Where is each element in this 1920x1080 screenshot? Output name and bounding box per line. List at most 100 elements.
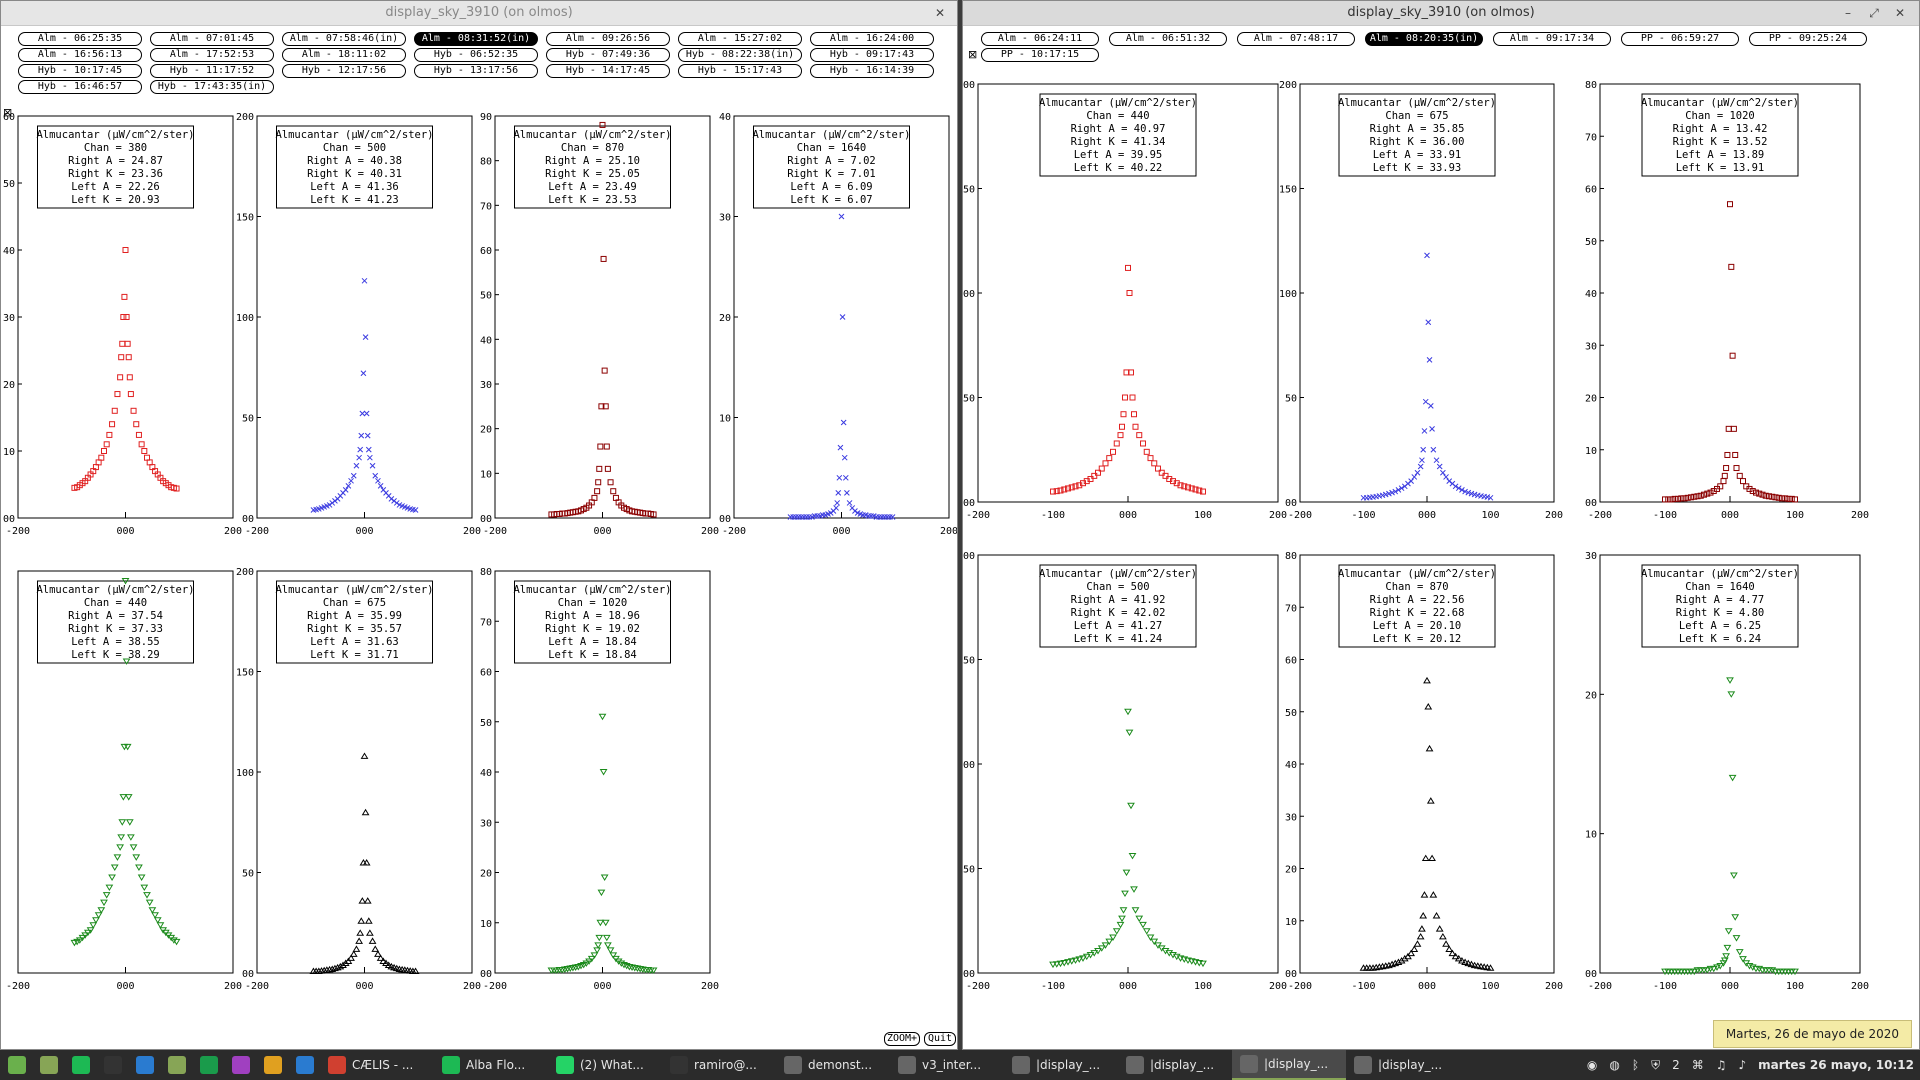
time-selector-button[interactable]: PP - 06:59:27 bbox=[1621, 32, 1739, 46]
taskbar-window-button[interactable]: CÆLIS - ... bbox=[320, 1050, 434, 1080]
taskbar-launcher[interactable] bbox=[128, 1050, 160, 1080]
y-tick-label: 10 bbox=[480, 469, 492, 480]
time-selector-button[interactable]: Alm - 09:26:56 bbox=[546, 32, 670, 46]
taskbar-window-button[interactable]: |display_... bbox=[1004, 1050, 1118, 1080]
data-point bbox=[1668, 496, 1675, 503]
taskbar-launcher[interactable] bbox=[96, 1050, 128, 1080]
sky-plot-panel[interactable]: 00 50 00 50 00 -200 -100 000 100 200 Almucantar (µ… bbox=[963, 551, 1287, 992]
x-tick-label: 000 bbox=[832, 526, 850, 537]
notification-count[interactable]: 2 bbox=[1672, 1058, 1680, 1072]
time-selector-button[interactable]: Hyb - 15:17:43 bbox=[678, 64, 802, 78]
data-point bbox=[1730, 425, 1737, 432]
taskbar-launcher[interactable] bbox=[0, 1050, 32, 1080]
zoom-button[interactable]: ZOOM+ bbox=[884, 1032, 920, 1046]
taskbar-launcher[interactable] bbox=[64, 1050, 96, 1080]
taskbar-launcher[interactable] bbox=[256, 1050, 288, 1080]
music-icon[interactable]: ♫ bbox=[1715, 1058, 1727, 1072]
taskbar-window-button[interactable]: |display_... bbox=[1118, 1050, 1232, 1080]
data-point bbox=[1075, 956, 1084, 963]
time-selector-button[interactable]: Alm - 06:25:35 bbox=[18, 32, 142, 46]
time-selector-button[interactable]: Alm - 16:24:00 bbox=[810, 32, 934, 46]
data-point bbox=[591, 494, 598, 501]
taskbar-launcher[interactable] bbox=[160, 1050, 192, 1080]
taskbar-window-button[interactable]: v3_inter... bbox=[890, 1050, 1004, 1080]
time-selector-button[interactable]: Hyb - 16:14:39 bbox=[810, 64, 934, 78]
time-selector-button[interactable]: Hyb - 17:43:35(in) bbox=[150, 80, 274, 94]
sky-plot-panel[interactable]: 00 10 20 30 40 50 60 70 80 90 -200 000 200 Almucantar… bbox=[480, 112, 719, 537]
time-selector-button[interactable]: Alm - 06:24:11 bbox=[981, 32, 1099, 46]
close-icon[interactable]: ✕ bbox=[1894, 6, 1906, 20]
data-point bbox=[1116, 921, 1125, 929]
clock[interactable]: martes 26 mayo, 10:12 bbox=[1758, 1058, 1914, 1072]
taskbar-window-button[interactable]: |display_... bbox=[1346, 1050, 1460, 1080]
time-selector-button[interactable]: Alm - 07:48:17 bbox=[1237, 32, 1355, 46]
y-tick-label: 00 bbox=[963, 969, 975, 980]
data-point bbox=[1690, 968, 1699, 976]
sky-plot-panel[interactable]: 00 50 00 50 00 -200 -100 000 100 200 Almucantar (µ… bbox=[963, 80, 1287, 521]
sky-plot-panel[interactable]: 00 10 20 30 40 -200 000 200 Almucantar (µW/cm^2/… bbox=[719, 112, 957, 537]
sky-plot-panel[interactable]: 00 10 20 30 40 50 60 -200 000 200 Almucantar (µW/c… bbox=[3, 112, 242, 537]
time-selector-button[interactable]: Hyb - 13:17:56 bbox=[414, 64, 538, 78]
time-selector-button[interactable]: Alm - 15:27:02 bbox=[678, 32, 802, 46]
time-selector-button[interactable]: Alm - 08:20:35(in) bbox=[1365, 32, 1483, 46]
data-point bbox=[119, 794, 128, 801]
taskbar-launcher[interactable] bbox=[192, 1050, 224, 1080]
time-selector-button[interactable]: Hyb - 06:52:35 bbox=[414, 48, 538, 62]
taskbar-window-button[interactable]: Alba Flo... bbox=[434, 1050, 548, 1080]
right-window-titlebar[interactable]: display_sky_3910 (on olmos) – ⤢ ✕ bbox=[963, 1, 1919, 26]
shield-icon[interactable]: ⛨ bbox=[1651, 1057, 1661, 1072]
expand-icon[interactable]: ⊠ bbox=[968, 48, 978, 61]
y-tick-label: 00 bbox=[963, 760, 975, 771]
time-selector-button[interactable]: Alm - 18:11:02 bbox=[282, 48, 406, 62]
taskbar-launcher[interactable] bbox=[32, 1050, 64, 1080]
time-selector-button[interactable]: Hyb - 09:17:43 bbox=[810, 48, 934, 62]
volume-icon[interactable]: ♪ bbox=[1738, 1058, 1747, 1072]
time-selector-button[interactable]: Alm - 09:17:34 bbox=[1493, 32, 1611, 46]
taskbar-window-button[interactable]: |display_... bbox=[1232, 1050, 1346, 1080]
time-selector-button[interactable]: Alm - 07:01:45 bbox=[150, 32, 274, 46]
time-selector-button[interactable]: Alm - 06:51:32 bbox=[1109, 32, 1227, 46]
sky-plot-panel[interactable]: 00 10 20 30 -200 -100 000 100 200 Almucantar (µW/… bbox=[1585, 551, 1869, 992]
sky-plot-panel[interactable]: 00 50 100 150 200 -200 000 200 Almucantar (µW/cm… bbox=[236, 567, 481, 992]
time-selector-button[interactable]: Alm - 08:31:52(in) bbox=[414, 32, 538, 46]
data-point bbox=[1740, 478, 1746, 485]
minimize-icon[interactable]: – bbox=[1845, 6, 1851, 20]
camera-icon[interactable]: ◉ bbox=[1586, 1058, 1598, 1072]
taskbar-window-button[interactable]: demonst... bbox=[776, 1050, 890, 1080]
time-selector-button[interactable]: Hyb - 16:46:57 bbox=[18, 80, 142, 94]
legend-line: Chan = 440 bbox=[84, 597, 147, 609]
expand-icon[interactable]: ⊠ bbox=[3, 106, 13, 119]
quit-button[interactable]: Quit bbox=[924, 1032, 956, 1046]
time-selector-button[interactable]: Alm - 17:52:53 bbox=[150, 48, 274, 62]
taskbar-window-button[interactable]: ramiro@... bbox=[662, 1050, 776, 1080]
maximize-icon[interactable]: ⤢ bbox=[1869, 6, 1879, 20]
time-selector-button[interactable]: Hyb - 12:17:56 bbox=[282, 64, 406, 78]
time-selector-button[interactable]: Hyb - 07:49:36 bbox=[546, 48, 670, 62]
time-selector-button[interactable]: Alm - 16:56:13 bbox=[18, 48, 142, 62]
time-selector-button[interactable]: PP - 10:17:15 bbox=[981, 48, 1099, 62]
data-point bbox=[98, 454, 105, 461]
time-selector-button[interactable]: Hyb - 08:22:38(in) bbox=[678, 48, 802, 62]
date-tooltip: Martes, 26 de mayo de 2020 bbox=[1712, 1020, 1912, 1048]
whatsapp-tray-icon[interactable]: ◍ bbox=[1609, 1058, 1620, 1072]
data-point bbox=[97, 907, 106, 914]
time-selector-button[interactable]: Alm - 07:58:46(in) bbox=[282, 32, 406, 46]
left-window-titlebar[interactable]: display_sky_3910 (on olmos) ✕ bbox=[1, 1, 957, 26]
time-selector-button[interactable]: PP - 09:25:24 bbox=[1749, 32, 1867, 46]
taskbar-launcher[interactable] bbox=[224, 1050, 256, 1080]
time-selector-button[interactable]: Hyb - 14:17:45 bbox=[546, 64, 670, 78]
sky-plot-panel[interactable]: 00 50 100 150 200 -200 000 200 Almucantar (µW/cm… bbox=[236, 112, 481, 537]
network-icon[interactable]: ⌘ bbox=[1691, 1058, 1704, 1072]
sky-plot-panel[interactable]: 00 50 100 150 200 -200 -100 000 100 200 Almucantar… bbox=[1279, 80, 1563, 521]
sky-plot-panel[interactable]: 00 10 20 30 40 50 60 70 80 -200 -100 000 100 200 Almuc… bbox=[1585, 80, 1869, 521]
taskbar-window-button[interactable]: (2) What... bbox=[548, 1050, 662, 1080]
bluetooth-icon[interactable]: ᛒ bbox=[1631, 1058, 1640, 1072]
data-point bbox=[328, 965, 337, 972]
sky-plot-panel[interactable]: -200 000 200 Almucantar (µW/cm^2/ster) Chan … bbox=[6, 570, 242, 992]
time-selector-button[interactable]: Hyb - 11:17:52 bbox=[150, 64, 274, 78]
sky-plot-panel[interactable]: 00 10 20 30 40 50 60 70 80 -200 000 200 Almucantar (… bbox=[480, 567, 719, 992]
taskbar-launcher[interactable] bbox=[288, 1050, 320, 1080]
close-icon[interactable]: ✕ bbox=[934, 6, 946, 20]
sky-plot-panel[interactable]: 00 10 20 30 40 50 60 70 80 -200 -100 000 100 200 Almuc… bbox=[1285, 551, 1563, 992]
time-selector-button[interactable]: Hyb - 10:17:45 bbox=[18, 64, 142, 78]
